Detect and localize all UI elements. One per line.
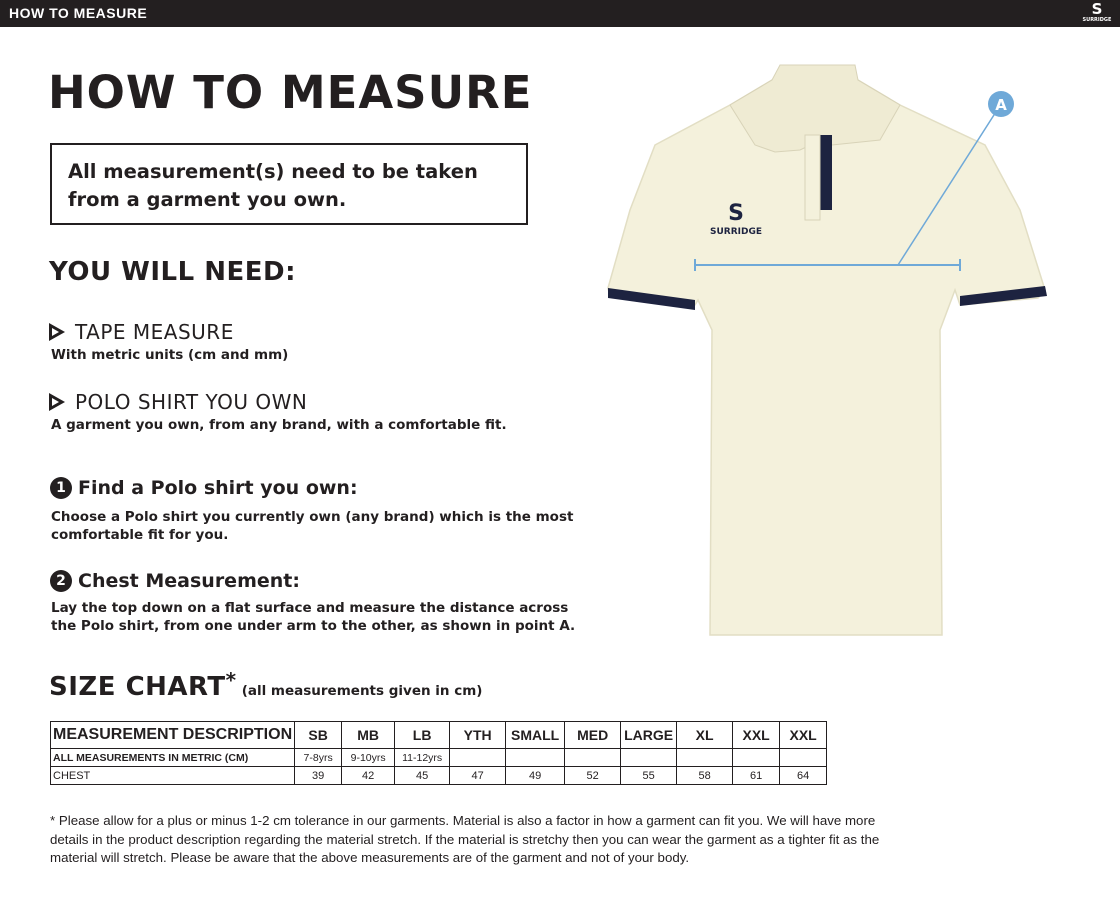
marker-a-label: A (995, 96, 1007, 114)
footnote: * Please allow for a plus or minus 1-2 c… (50, 813, 880, 865)
step-number-2-icon: 2 (50, 570, 72, 592)
table-cell: 52 (564, 766, 622, 785)
notice-text: All measurement(s) need to be taken from… (68, 160, 478, 211)
shirt-body (607, 79, 1046, 636)
header-cell: SMALL (505, 721, 566, 749)
placket (818, 135, 832, 210)
size-chart-table: MEASUREMENT DESCRIPTION SB MB LB YTH SMA… (49, 721, 828, 785)
step-1-desc: Choose a Polo shirt you currently own (a… (51, 509, 574, 543)
need-item-polo: POLO SHIRT YOU OWN (49, 390, 307, 414)
need-item-polo-desc: A garment you own, from any brand, with … (51, 417, 507, 433)
table-cell (505, 748, 566, 767)
table-cell (449, 748, 507, 767)
play-arrow-icon (49, 323, 65, 341)
table-cell: 45 (394, 766, 451, 785)
table-cell: 64 (779, 766, 828, 785)
sleeve-trim-left (608, 288, 695, 310)
table-cell (564, 748, 622, 767)
table-cell: 9-10yrs (341, 748, 396, 767)
table-cell: 61 (732, 766, 781, 785)
table-header-row: MEASUREMENT DESCRIPTION SB MB LB YTH SMA… (49, 721, 828, 749)
marker-a-circle (988, 91, 1014, 117)
header-cell: XXL (732, 721, 781, 749)
table-row: ALL MEASUREMENTS IN METRIC (CM) 7-8yrs 9… (49, 748, 828, 767)
header-cell: SB (294, 721, 343, 749)
shirt-logo: SURRIDGE (710, 227, 762, 237)
header-cell: XXL (779, 721, 828, 749)
size-chart-heading: SIZE CHART* (all measurements given in c… (49, 668, 483, 702)
need-item-tape: TAPE MEASURE (49, 320, 234, 344)
table-cell: 7-8yrs (294, 748, 343, 767)
header-cell: YTH (449, 721, 507, 749)
header-cell: MED (564, 721, 622, 749)
shirt-logo-s: S (728, 201, 744, 226)
you-will-need-heading: YOU WILL NEED: (49, 257, 296, 287)
sleeve-trim-right (960, 286, 1047, 306)
table-cell (732, 748, 781, 767)
brand-s-icon: S (1091, 0, 1103, 18)
table-row: CHEST 39 42 45 47 49 52 55 58 61 64 (49, 766, 828, 785)
header-bar: HOW TO MEASURE S SURRIDGE (0, 0, 1120, 27)
table-cell (676, 748, 734, 767)
header-cell: XL (676, 721, 734, 749)
table-cell: 49 (505, 766, 566, 785)
step-2-title: 2 Chest Measurement: (50, 570, 300, 592)
table-cell (779, 748, 828, 767)
table-cell: 39 (294, 766, 343, 785)
table-cell: 58 (676, 766, 734, 785)
marker-leader-line (897, 103, 1002, 266)
table-cell: 11-12yrs (394, 748, 451, 767)
table-cell: 42 (341, 766, 396, 785)
header-title: HOW TO MEASURE (9, 5, 148, 21)
header-cell: LB (394, 721, 451, 749)
table-cell: 47 (449, 766, 507, 785)
polo-shirt-illustration: S SURRIDGE A (607, 64, 1047, 636)
need-item-tape-desc: With metric units (cm and mm) (51, 347, 289, 363)
size-chart-subtitle: (all measurements given in cm) (241, 683, 483, 699)
play-arrow-icon (49, 393, 65, 411)
table-cell: ALL MEASUREMENTS IN METRIC (CM) (49, 748, 296, 767)
table-cell: 55 (620, 766, 678, 785)
header-cell: LARGE (620, 721, 678, 749)
table-cell: CHEST (49, 766, 296, 785)
step-number-1-icon: 1 (50, 477, 72, 499)
header-cell: MB (341, 721, 396, 749)
table-cell (620, 748, 678, 767)
notice-box: All measurement(s) need to be taken from… (50, 143, 528, 225)
header-cell: MEASUREMENT DESCRIPTION (49, 721, 296, 749)
brand-logo: S SURRIDGE (1080, 2, 1114, 26)
step-2-desc: Lay the top down on a flat surface and m… (51, 600, 576, 634)
page-title: HOW TO MEASURE (48, 66, 533, 119)
step-1-title: 1 Find a Polo shirt you own: (50, 477, 358, 499)
